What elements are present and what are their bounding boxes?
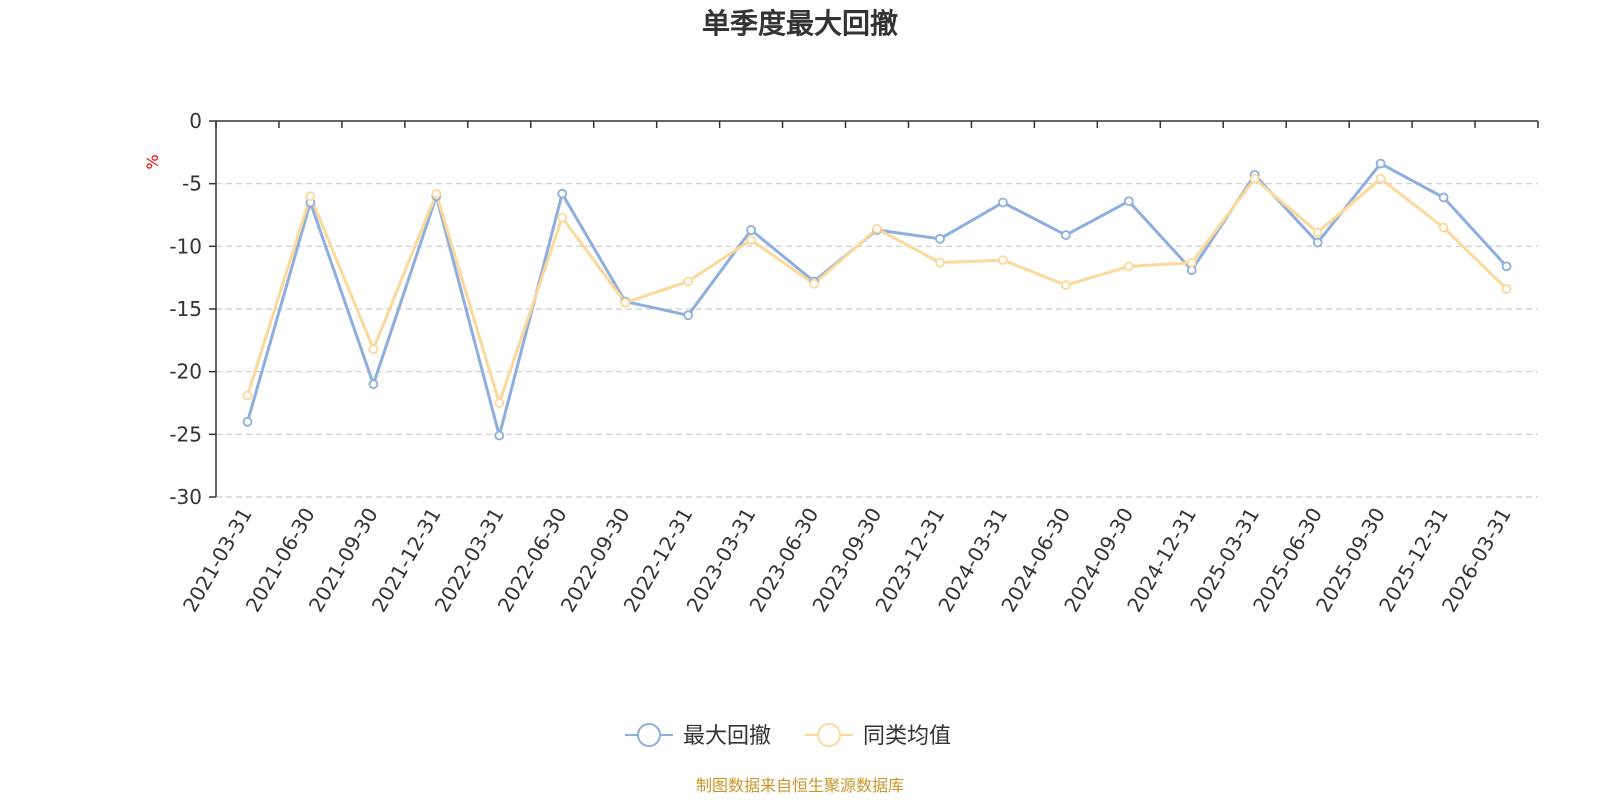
y-tick-label: -20	[169, 360, 202, 384]
legend[interactable]: 最大回撤 同类均值	[625, 723, 951, 749]
chart-title: 单季度最大回撤	[702, 7, 898, 40]
data-point	[494, 398, 505, 408]
data-point	[809, 279, 819, 289]
data-point	[1060, 280, 1071, 291]
data-point	[557, 212, 568, 223]
data-point	[998, 255, 1008, 266]
series-line	[246, 177, 1508, 405]
data-point	[242, 416, 253, 427]
data-point	[1312, 227, 1323, 238]
data-point	[368, 344, 379, 355]
source-note: 制图数据来自恒生聚源数据库	[696, 776, 904, 795]
axes	[209, 120, 1539, 498]
data-point	[305, 191, 316, 202]
data-point	[1501, 261, 1512, 272]
data-point	[431, 188, 442, 199]
legend-item[interactable]: 同类均值	[805, 723, 951, 749]
data-point	[935, 233, 945, 244]
legend-marker-icon	[817, 723, 841, 747]
data-point	[1123, 196, 1134, 207]
series-points	[242, 158, 1512, 441]
legend-label: 最大回撤	[683, 724, 771, 749]
y-axis-unit: %	[143, 154, 162, 169]
data-point	[746, 225, 756, 235]
data-point	[1375, 158, 1386, 169]
grid-lines	[216, 183, 1538, 498]
y-tick-label: -15	[169, 297, 202, 321]
data-point	[1501, 284, 1512, 294]
data-point	[746, 235, 756, 245]
legend-item[interactable]: 最大回撤	[625, 723, 771, 749]
data-point	[620, 297, 631, 308]
data-point	[1375, 173, 1386, 184]
data-point	[1060, 230, 1071, 240]
data-point	[494, 430, 505, 441]
series-lines	[246, 162, 1508, 438]
legend-label: 同类均值	[863, 724, 951, 749]
data-point	[368, 379, 379, 390]
series-line	[246, 162, 1508, 438]
y-tick-label: -30	[169, 485, 202, 509]
data-point	[1123, 261, 1134, 272]
y-tick-label: -10	[169, 234, 202, 258]
data-point	[242, 390, 253, 401]
data-point	[872, 223, 882, 234]
data-point	[1249, 173, 1260, 184]
data-point	[683, 310, 694, 321]
y-tick-label: -5	[182, 172, 202, 196]
y-tick-label: 0	[189, 109, 202, 133]
data-point	[683, 276, 694, 287]
data-point	[1438, 192, 1449, 203]
data-point	[935, 257, 945, 268]
y-axis-ticks: 0 -5 -10 -15 -20 -25 -30	[169, 109, 202, 509]
data-point	[1186, 257, 1197, 268]
y-tick-label: -25	[169, 422, 202, 446]
data-point	[557, 188, 568, 199]
legend-marker-icon	[637, 723, 661, 747]
data-point	[1438, 222, 1449, 233]
x-axis-ticks: 2021-03-312021-06-302021-09-302021-12-31…	[178, 504, 1516, 617]
data-point	[998, 197, 1008, 208]
data-point	[1312, 237, 1323, 248]
